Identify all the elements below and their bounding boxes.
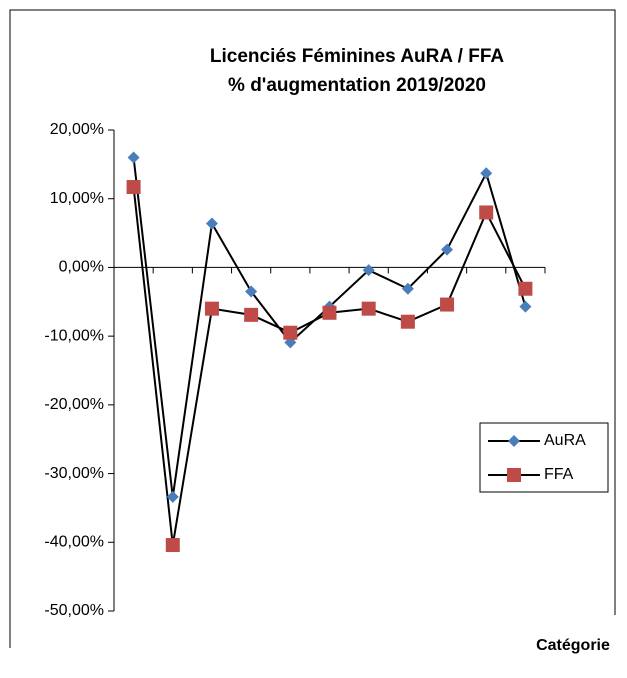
- y-tick-label: -10,00%: [44, 327, 104, 344]
- x-axis-label: Catégorie: [536, 637, 610, 654]
- marker: [166, 490, 179, 503]
- y-tick-label: 10,00%: [50, 190, 104, 207]
- legend-label: FFA: [544, 466, 574, 483]
- marker: [441, 243, 454, 256]
- marker: [165, 538, 180, 553]
- marker: [518, 281, 533, 296]
- marker: [519, 300, 532, 313]
- marker: [440, 297, 455, 312]
- marker: [508, 435, 520, 447]
- marker: [204, 301, 219, 316]
- marker: [126, 180, 141, 195]
- y-tick-label: -40,00%: [44, 534, 104, 551]
- marker: [244, 307, 259, 322]
- marker: [480, 167, 493, 180]
- y-tick-label: -20,00%: [44, 396, 104, 413]
- chart-frame: [9, 9, 616, 648]
- marker: [361, 301, 376, 316]
- marker: [507, 468, 521, 482]
- marker: [400, 314, 415, 329]
- legend-box: [479, 422, 609, 493]
- marker: [401, 282, 414, 295]
- chart-title: Licenciés Féminines AuRA / FFA: [210, 46, 504, 67]
- y-tick-label: 0,00%: [59, 259, 104, 276]
- series-line: [132, 157, 527, 498]
- chart-subtitle: % d'augmentation 2019/2020: [228, 75, 486, 96]
- legend-label: AuRA: [544, 432, 586, 449]
- y-tick-label: 20,00%: [50, 121, 104, 138]
- y-tick-label: -30,00%: [44, 465, 104, 482]
- marker: [127, 151, 140, 164]
- marker: [362, 264, 375, 277]
- marker: [245, 285, 258, 298]
- marker: [479, 205, 494, 220]
- marker: [205, 217, 218, 230]
- marker: [283, 325, 298, 340]
- y-tick-label: -50,00%: [44, 602, 104, 619]
- marker: [322, 305, 337, 320]
